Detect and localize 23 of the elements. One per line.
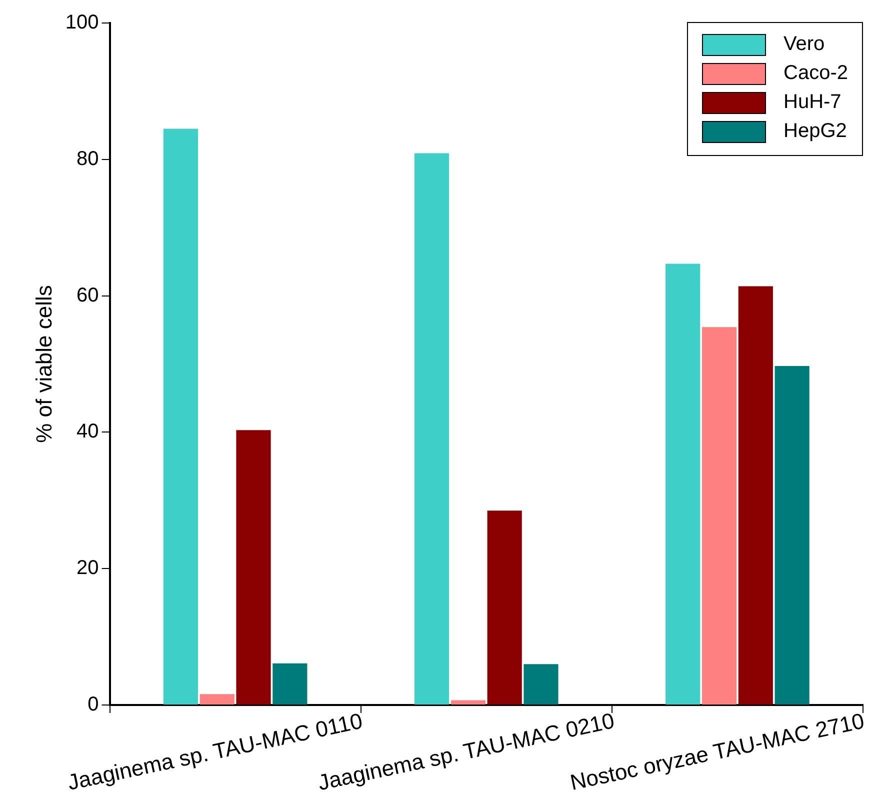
y-axis-title: % of viable cells xyxy=(31,285,56,443)
bar xyxy=(487,510,522,704)
y-tick-label: 60 xyxy=(76,284,99,306)
bar xyxy=(414,153,450,704)
legend-label: Vero xyxy=(784,33,825,56)
bar xyxy=(774,366,810,704)
bar xyxy=(163,128,198,704)
legend-label: Caco-2 xyxy=(784,62,848,85)
legend-label: HepG2 xyxy=(784,120,847,143)
bar xyxy=(236,430,271,704)
bar xyxy=(272,663,308,704)
bar xyxy=(450,700,486,704)
bar xyxy=(666,264,700,704)
y-tick-label: 100 xyxy=(65,12,99,34)
y-tick-label: 40 xyxy=(76,420,99,443)
y-tick-label: 20 xyxy=(76,557,99,580)
y-tick-label: 0 xyxy=(88,694,99,716)
bar xyxy=(738,286,773,704)
bar xyxy=(702,327,737,704)
bar xyxy=(200,694,234,704)
legend-label: HuH-7 xyxy=(784,91,842,114)
y-tick-label: 80 xyxy=(76,148,99,170)
bar xyxy=(524,664,558,704)
